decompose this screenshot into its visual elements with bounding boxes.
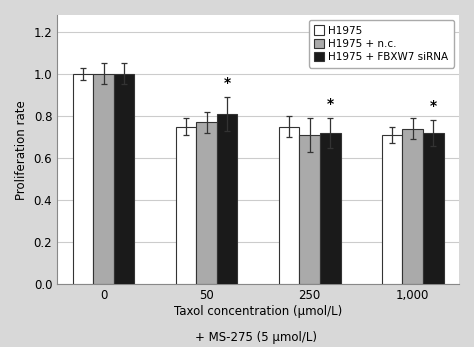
X-axis label: Taxol concentration (μmol/L): Taxol concentration (μmol/L) [174,305,342,318]
Bar [382,135,402,285]
Bar [196,122,217,285]
Text: + MS-275 (5 μmol/L): + MS-275 (5 μmol/L) [195,331,317,344]
Bar [320,133,340,285]
Bar [402,129,423,285]
Text: *: * [327,97,334,111]
Text: *: * [429,99,437,113]
Legend: H1975, H1975 + n.c., H1975 + FBXW7 siRNA: H1975, H1975 + n.c., H1975 + FBXW7 siRNA [309,20,454,68]
Bar [93,74,114,285]
Bar [299,135,320,285]
Bar [73,74,93,285]
Bar [279,127,299,285]
Y-axis label: Proliferation rate: Proliferation rate [15,100,28,200]
Bar [114,74,135,285]
Text: *: * [224,76,231,90]
Bar [423,133,444,285]
Bar [176,127,196,285]
Bar [217,114,237,285]
